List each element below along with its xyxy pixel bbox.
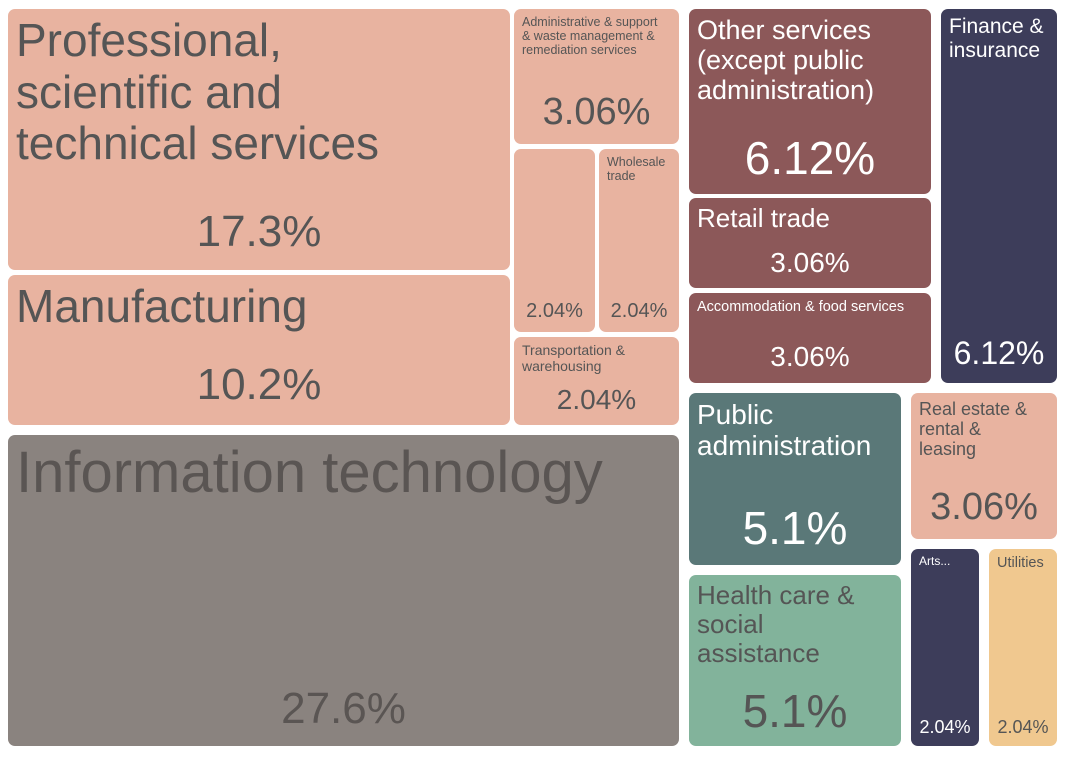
tile-label: Arts... xyxy=(919,554,951,568)
tile-value: 2.04% xyxy=(997,717,1049,737)
tile-value: 2.04% xyxy=(526,300,583,322)
treemap-tile: Finance & insurance 6.12% xyxy=(941,9,1057,383)
treemap-tile: Public administration 5.1% xyxy=(689,393,901,565)
treemap-tile: Administrative & support & waste managem… xyxy=(514,9,679,144)
tile-label: Public administration xyxy=(697,399,872,462)
treemap-tile: Professional, scientific and technical s… xyxy=(8,9,510,270)
tile-label: Utilities xyxy=(997,555,1044,571)
treemap-tile: Transportation & warehousing 2.04% xyxy=(514,337,679,425)
treemap-tile: Other services (except public administra… xyxy=(689,9,931,194)
tile-value: 27.6% xyxy=(281,684,406,733)
tile-value: 6.12% xyxy=(744,132,876,184)
treemap-tile: Arts... 2.04% xyxy=(911,549,979,746)
treemap-tile: Accommodation & food services 3.06% xyxy=(689,293,931,383)
tile-value: 2.04% xyxy=(919,717,971,737)
tile-value: 5.1% xyxy=(742,502,848,554)
tile-label: Manufacturing xyxy=(16,280,308,332)
tile-label: Professional, scientific and technical s… xyxy=(16,14,380,170)
treemap-tile: Wholesale trade 2.04% xyxy=(599,149,679,332)
tile-value: 3.06% xyxy=(542,91,651,133)
treemap-tile: Real estate & rental & leasing 3.06% xyxy=(911,393,1057,539)
tile-value: 5.1% xyxy=(742,685,848,737)
tile-value: 6.12% xyxy=(953,335,1045,371)
tile-label: Administrative & support & waste managem… xyxy=(522,15,658,57)
treemap-tile: Manufacturing 10.2% xyxy=(8,275,510,425)
treemap-tile: Utilities 2.04% xyxy=(989,549,1057,746)
tile-label: Other services (except public administra… xyxy=(697,15,875,106)
tile-value: 17.3% xyxy=(196,207,322,256)
tile-value: 3.06% xyxy=(930,486,1038,528)
tile-value: 3.06% xyxy=(770,247,850,278)
tile-label: Real estate & rental & leasing xyxy=(919,399,1028,460)
tile-value: 2.04% xyxy=(556,384,637,415)
treemap-tile: Retail trade 3.06% xyxy=(689,198,931,288)
treemap-tile: Information technology 27.6% xyxy=(8,435,679,746)
tile-label: Retail trade xyxy=(697,203,830,233)
tile-label: Information technology xyxy=(16,440,603,505)
treemap-tile: 2.04% xyxy=(514,149,595,332)
treemap-tile: Health care & social assistance 5.1% xyxy=(689,575,901,746)
tile-label: Accommodation & food services xyxy=(697,299,905,315)
tile-label: Finance & insurance xyxy=(949,15,1044,62)
tile-value: 3.06% xyxy=(770,341,850,372)
tile-label: Transportation & warehousing xyxy=(522,342,625,374)
tile-value: 10.2% xyxy=(196,360,322,409)
tile-value: 2.04% xyxy=(610,300,668,322)
tile-label: Health care & social assistance xyxy=(697,580,855,669)
tile-label: Wholesale trade xyxy=(607,155,666,183)
